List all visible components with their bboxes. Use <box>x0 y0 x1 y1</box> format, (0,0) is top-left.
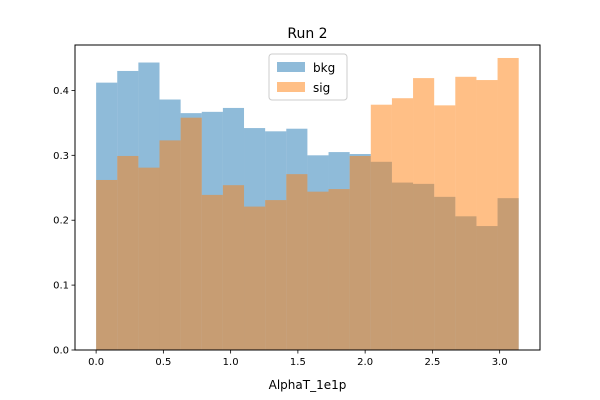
bar-sig-18 <box>476 80 498 351</box>
bar-sig-13 <box>370 104 392 351</box>
bar-sig-12 <box>349 155 371 350</box>
bar-sig-8 <box>265 200 287 350</box>
bar-sig-11 <box>328 189 350 350</box>
bar-sig-2 <box>138 167 160 350</box>
y-tick-label: 0.0 <box>53 346 69 357</box>
bar-sig-10 <box>307 191 329 350</box>
bar-sig-14 <box>391 98 414 350</box>
legend-box <box>268 53 348 101</box>
bars-layer <box>96 57 519 351</box>
x-axis-label: AlphaT_1e1p <box>269 378 347 392</box>
bar-sig-1 <box>117 155 139 350</box>
legend-label-sig: sig <box>313 81 330 95</box>
bar-sig-9 <box>286 174 308 350</box>
x-tick-label: 0.0 <box>88 357 104 368</box>
legend-label-bkg: bkg <box>313 61 335 75</box>
y-tick-label: 0.3 <box>53 151 69 162</box>
bar-sig-6 <box>222 185 245 350</box>
legend-swatch-bkg <box>277 62 305 72</box>
y-tick-label: 0.4 <box>53 86 69 97</box>
plot-area-frame <box>74 44 541 351</box>
chart-title: Run 2 <box>287 26 327 42</box>
bar-sig-17 <box>455 76 477 350</box>
x-tick-label: 2.0 <box>357 357 373 368</box>
x-tick-label: 2.5 <box>424 357 440 368</box>
bar-sig-4 <box>180 117 202 351</box>
y-tick-label: 0.1 <box>53 281 69 292</box>
x-tick-label: 3.0 <box>492 357 508 368</box>
y-axis-ticks: 0.0 0.1 0.2 0.3 0.4 <box>53 86 75 357</box>
bar-sig-19 <box>497 57 519 350</box>
x-tick-label: 1.0 <box>223 357 239 368</box>
legend: bkg sig <box>268 53 348 101</box>
x-tick-label: 0.5 <box>155 357 171 368</box>
legend-swatch-sig <box>277 82 305 92</box>
bar-sig-16 <box>434 105 456 350</box>
x-axis-ticks: 0.0 0.5 1.0 1.5 2.0 2.5 3.0 <box>88 350 508 368</box>
bar-sig-0 <box>96 179 118 350</box>
y-tick-label: 0.2 <box>53 216 69 227</box>
bar-sig-5 <box>201 194 223 350</box>
bar-sig-3 <box>159 140 181 350</box>
bar-sig-15 <box>413 78 435 351</box>
bar-sig-7 <box>244 206 266 350</box>
x-tick-label: 1.5 <box>290 357 306 368</box>
